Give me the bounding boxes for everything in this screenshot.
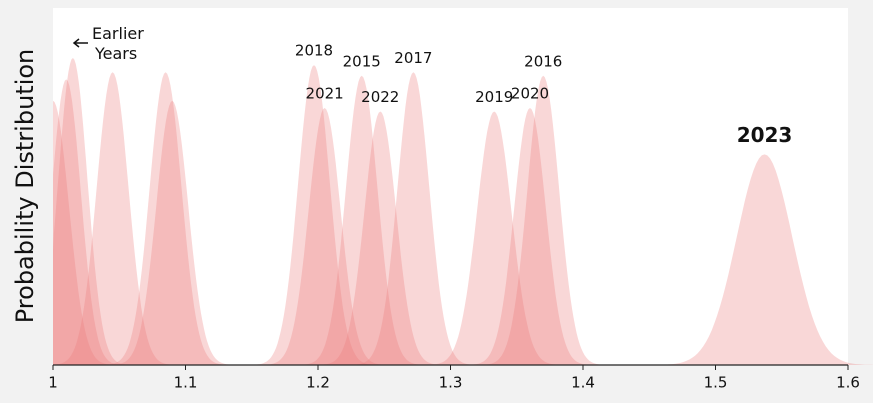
distribution: [471, 75, 615, 366]
y-axis-label: Probability Distribution: [11, 49, 39, 324]
distribution: [94, 72, 238, 366]
distribution: [53, 58, 139, 365]
x-tick-label: 1.4: [571, 374, 595, 392]
distribution: [458, 108, 602, 365]
distribution: [308, 111, 452, 365]
plot-area: [53, 8, 848, 365]
series-label: 2015: [343, 52, 381, 70]
x-tick-label: 1.1: [174, 374, 198, 392]
distribution: [100, 100, 244, 366]
x-tick-label: 1.5: [704, 374, 728, 392]
x-tick-label: 1: [48, 374, 58, 392]
x-tick-label: 1.6: [836, 374, 860, 392]
series-label: 2016: [524, 52, 562, 70]
arrow: [72, 38, 88, 48]
series-label: 2022: [361, 88, 399, 106]
x-tick-label: 1.3: [439, 374, 463, 392]
distribution: [416, 111, 572, 365]
series-label: 2023: [737, 123, 793, 147]
x-tick-label: 1.2: [306, 374, 330, 392]
series-label: 2020: [511, 84, 549, 102]
distribution: [53, 100, 125, 366]
distribution: [53, 72, 185, 366]
distribution: [341, 72, 485, 366]
distribution: [290, 75, 434, 366]
series-label: 2018: [295, 42, 333, 60]
series-label: 2019: [475, 88, 513, 106]
distribution: [639, 154, 873, 365]
series-label: 2021: [306, 84, 344, 102]
distribution: [53, 79, 132, 366]
annotation: Earlier Years: [92, 24, 144, 63]
series-label: 2017: [394, 49, 432, 67]
distribution: [242, 65, 386, 365]
distribution: [253, 108, 397, 365]
